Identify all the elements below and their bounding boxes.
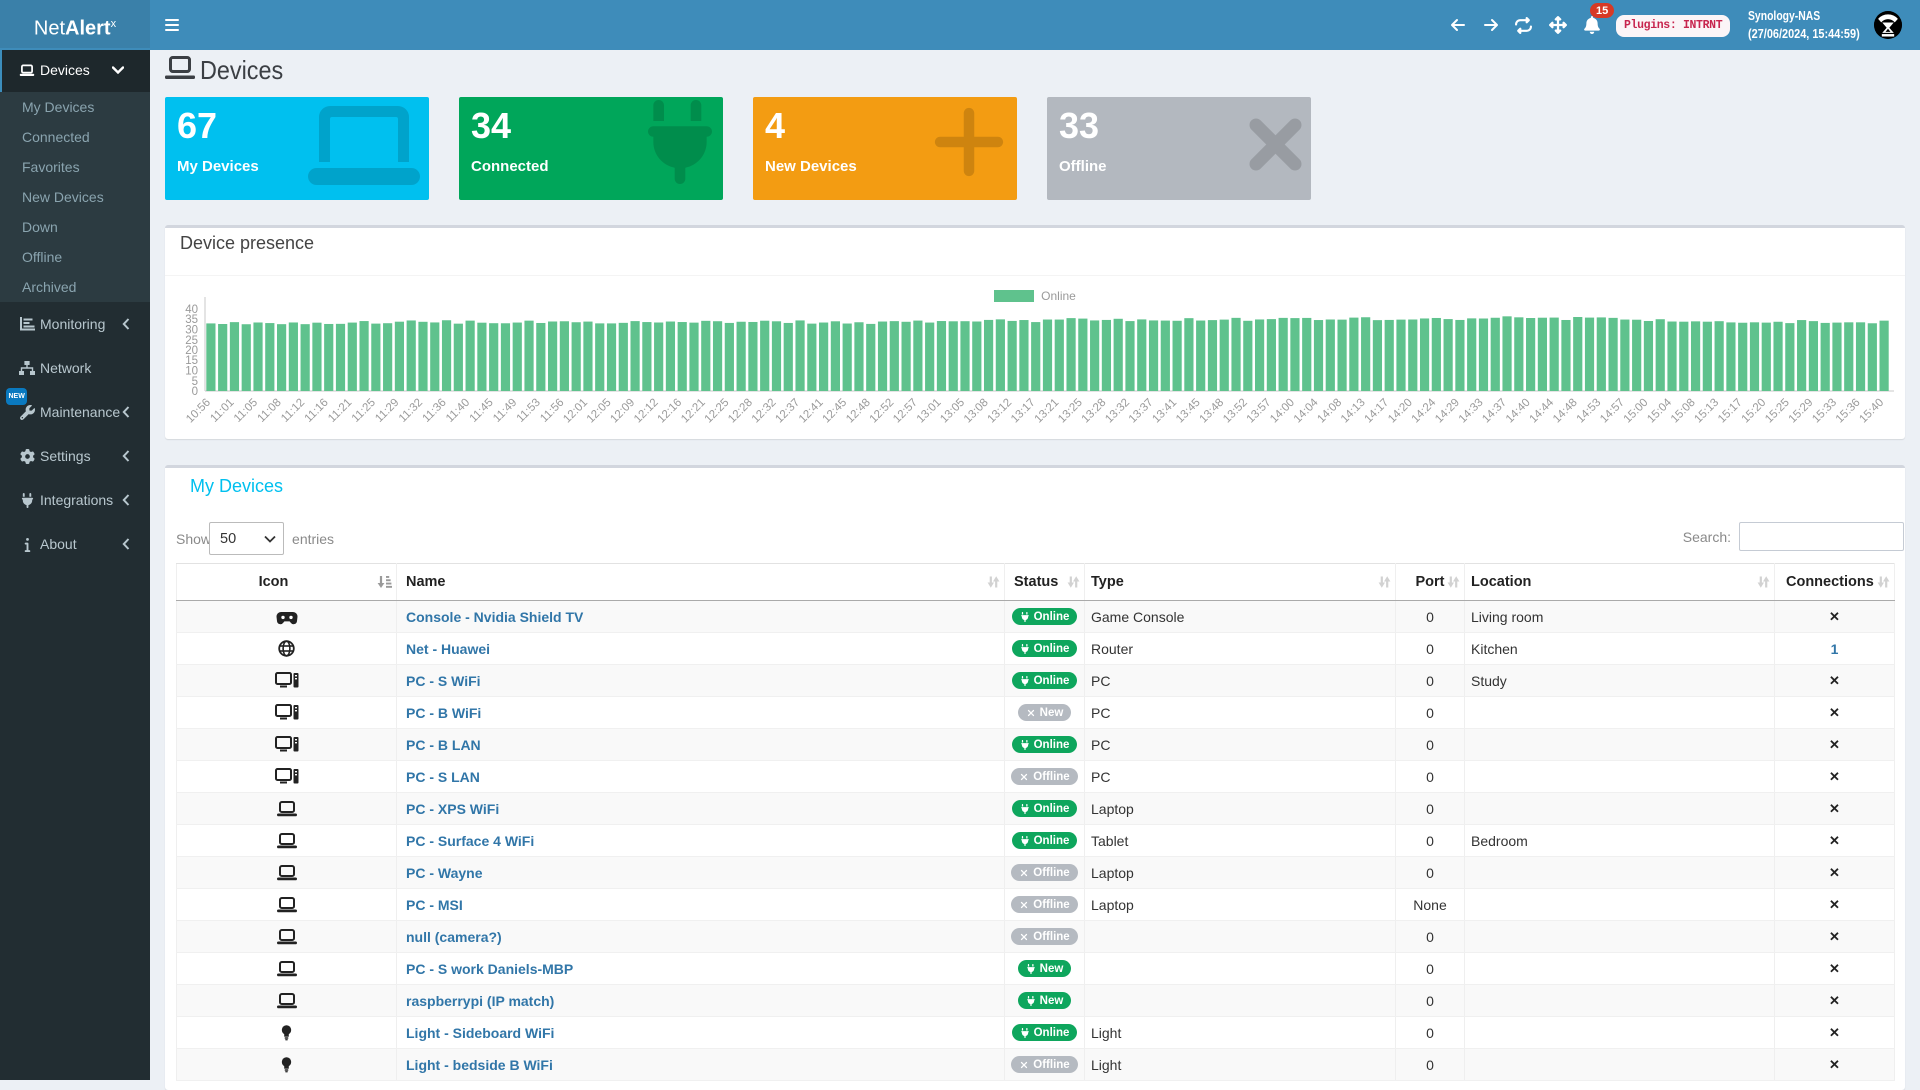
svg-text:11:56: 11:56	[538, 397, 566, 425]
svg-text:15: 15	[185, 355, 198, 367]
svg-text:13:52: 13:52	[1221, 397, 1250, 426]
svg-text:15:29: 15:29	[1787, 397, 1816, 426]
svg-text:11:49: 11:49	[491, 397, 519, 425]
svg-text:12:41: 12:41	[797, 397, 826, 426]
svg-text:12:32: 12:32	[750, 397, 779, 426]
svg-text:11:32: 11:32	[397, 397, 425, 425]
svg-text:10:56: 10:56	[184, 397, 213, 426]
svg-text:14:08: 14:08	[1315, 397, 1344, 426]
svg-text:12:21: 12:21	[679, 397, 708, 426]
svg-text:13:45: 13:45	[1174, 397, 1203, 426]
svg-text:14:17: 14:17	[1362, 397, 1391, 426]
svg-text:11:29: 11:29	[373, 397, 401, 425]
svg-text:15:36: 15:36	[1834, 397, 1863, 426]
svg-text:12:16: 12:16	[655, 397, 684, 426]
svg-text:11:53: 11:53	[515, 397, 543, 425]
svg-text:14:37: 14:37	[1480, 397, 1509, 426]
svg-text:14:13: 14:13	[1339, 397, 1368, 426]
svg-text:13:48: 13:48	[1197, 397, 1226, 426]
svg-text:11:08: 11:08	[255, 397, 283, 425]
svg-text:13:41: 13:41	[1150, 397, 1179, 426]
svg-text:12:09: 12:09	[608, 397, 637, 426]
svg-text:10: 10	[185, 366, 198, 378]
svg-text:13:37: 13:37	[1127, 397, 1156, 426]
svg-text:11:36: 11:36	[420, 397, 448, 425]
svg-text:12:37: 12:37	[773, 397, 802, 426]
svg-text:14:00: 14:00	[1268, 397, 1297, 426]
svg-text:40: 40	[185, 304, 198, 316]
svg-text:14:53: 14:53	[1575, 397, 1604, 426]
svg-text:12:01: 12:01	[561, 397, 590, 426]
svg-text:35: 35	[185, 314, 198, 326]
svg-text:15:00: 15:00	[1622, 397, 1651, 426]
svg-text:12:25: 12:25	[703, 397, 732, 426]
svg-text:13:01: 13:01	[915, 397, 944, 426]
svg-text:12:48: 12:48	[844, 397, 873, 426]
svg-text:15:04: 15:04	[1645, 396, 1674, 425]
svg-text:11:45: 11:45	[468, 397, 496, 425]
svg-text:13:32: 13:32	[1103, 397, 1132, 426]
svg-text:11:21: 11:21	[326, 397, 354, 425]
svg-text:12:05: 12:05	[585, 397, 614, 426]
svg-text:11:05: 11:05	[232, 397, 260, 425]
svg-text:15:25: 15:25	[1763, 397, 1792, 426]
svg-text:13:21: 13:21	[1033, 397, 1062, 426]
svg-text:15:40: 15:40	[1857, 397, 1886, 426]
svg-text:14:29: 14:29	[1433, 397, 1462, 426]
svg-text:14:40: 14:40	[1504, 397, 1533, 426]
svg-text:0: 0	[192, 386, 198, 398]
svg-text:11:40: 11:40	[444, 397, 472, 425]
svg-text:14:20: 14:20	[1386, 397, 1415, 426]
svg-text:14:57: 14:57	[1598, 397, 1627, 426]
svg-text:11:01: 11:01	[208, 397, 236, 425]
svg-text:13:05: 13:05	[938, 397, 967, 426]
svg-text:15:20: 15:20	[1740, 397, 1769, 426]
svg-text:25: 25	[185, 335, 198, 347]
svg-text:20: 20	[185, 345, 198, 357]
svg-text:13:28: 13:28	[1080, 397, 1109, 426]
svg-text:13:25: 13:25	[1056, 397, 1085, 426]
svg-text:14:24: 14:24	[1410, 396, 1439, 425]
svg-text:14:33: 14:33	[1457, 397, 1486, 426]
svg-text:13:57: 13:57	[1245, 397, 1274, 426]
svg-text:14:44: 14:44	[1527, 396, 1556, 425]
svg-text:12:12: 12:12	[632, 397, 661, 426]
svg-text:14:48: 14:48	[1551, 397, 1580, 426]
svg-text:12:28: 12:28	[726, 397, 755, 426]
svg-text:13:12: 13:12	[985, 397, 1014, 426]
svg-text:11:16: 11:16	[303, 397, 331, 425]
svg-text:12:45: 12:45	[820, 397, 849, 426]
svg-text:11:25: 11:25	[350, 397, 378, 425]
svg-text:12:57: 12:57	[891, 397, 920, 426]
svg-text:15:13: 15:13	[1692, 397, 1721, 426]
svg-text:13:08: 13:08	[962, 397, 991, 426]
svg-text:11:12: 11:12	[279, 397, 307, 425]
svg-text:15:17: 15:17	[1716, 397, 1745, 426]
svg-text:13:17: 13:17	[1009, 397, 1038, 426]
svg-text:30: 30	[185, 325, 198, 337]
svg-text:15:08: 15:08	[1669, 397, 1698, 426]
svg-text:5: 5	[192, 376, 198, 388]
svg-text:12:52: 12:52	[868, 397, 897, 426]
svg-text:15:33: 15:33	[1810, 397, 1839, 426]
svg-text:14:04: 14:04	[1292, 396, 1321, 425]
